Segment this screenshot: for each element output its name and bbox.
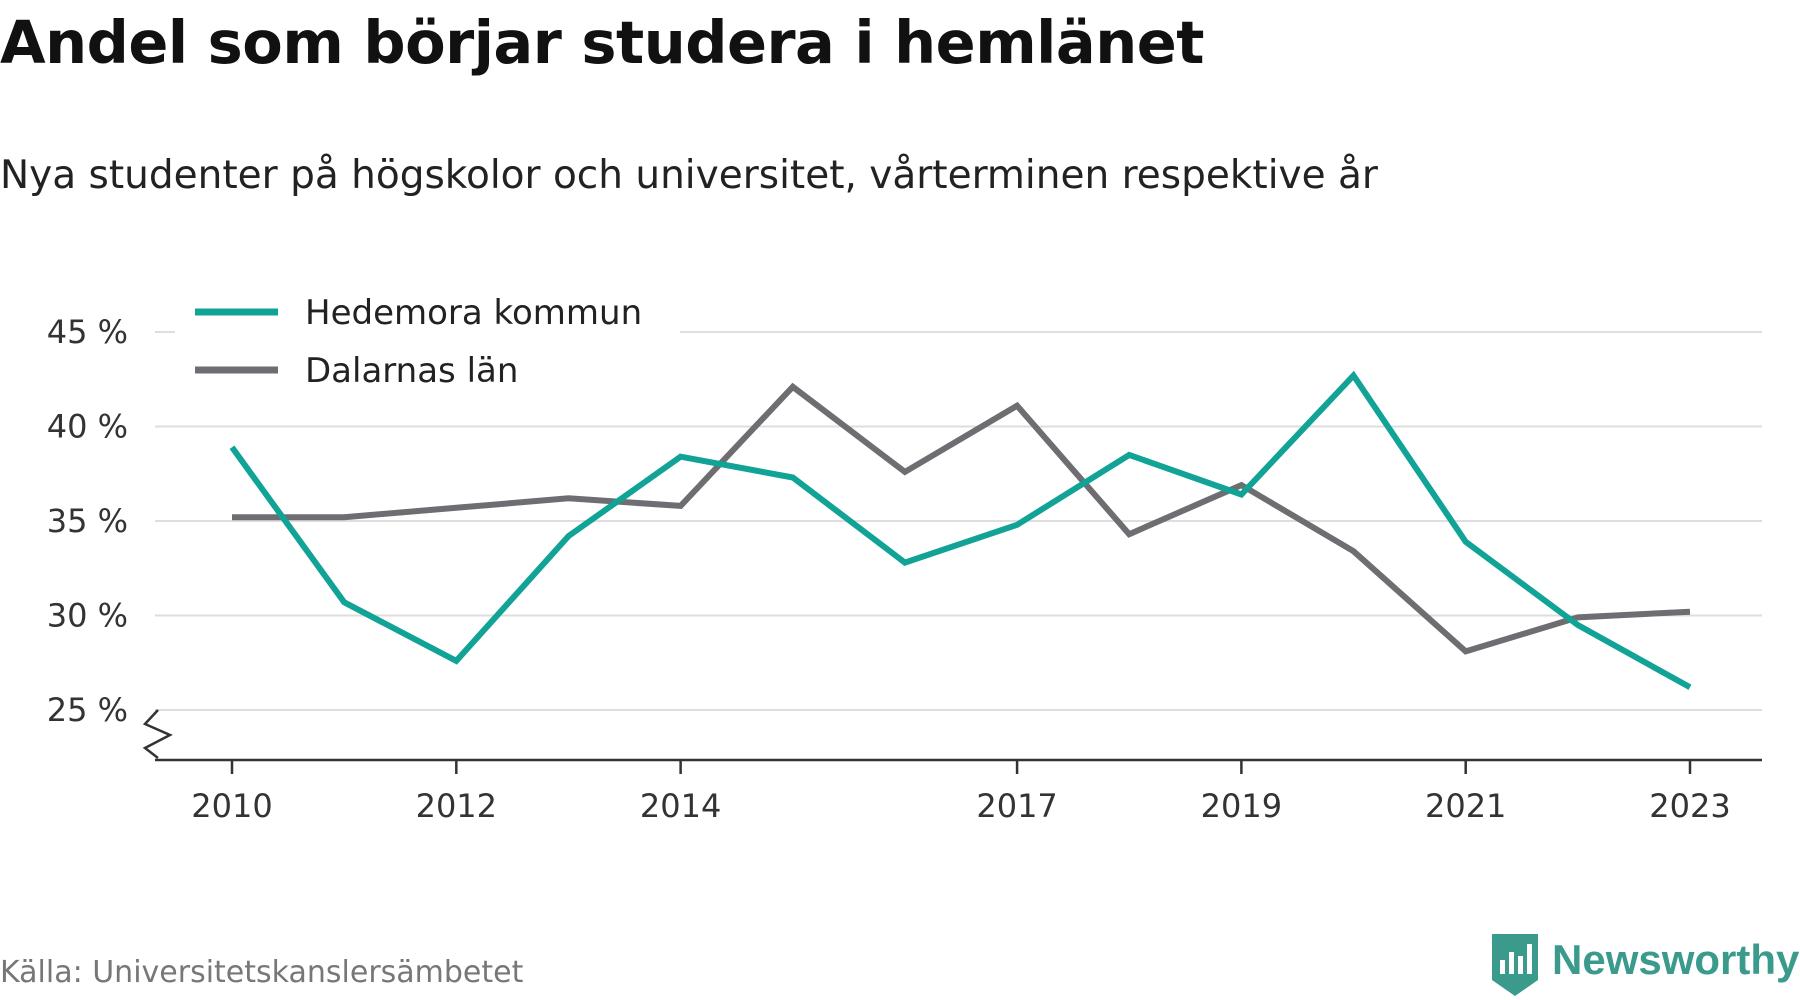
x-tick-label: 2019 xyxy=(1201,787,1282,825)
y-tick-label: 40 % xyxy=(47,408,128,446)
x-axis-tick-labels: 2010 2012 2014 2017 2019 2021 2023 xyxy=(191,760,1731,825)
x-tick-label: 2017 xyxy=(976,787,1057,825)
source-note: Källa: Universitetskanslersämbetet xyxy=(0,955,524,990)
brand-logo: Newsworthy xyxy=(1490,932,1800,1000)
x-tick-label: 2021 xyxy=(1425,787,1506,825)
legend: Hedemora kommun Dalarnas län xyxy=(175,280,680,392)
chart-subtitle: Nya studenter på högskolor och universit… xyxy=(0,153,1378,198)
axis-break-icon xyxy=(142,709,173,759)
legend-label: Dalarnas län xyxy=(305,351,518,391)
bar-chart-icon xyxy=(1492,934,1538,996)
brand-name: Newsworthy xyxy=(1552,936,1800,983)
x-tick-label: 2023 xyxy=(1649,787,1730,825)
y-tick-label: 45 % xyxy=(47,313,128,351)
x-axis xyxy=(142,709,1762,762)
chart-title: Andel som börjar studera i hemlänet xyxy=(0,8,1204,77)
line-chart: 25 %30 %35 %40 %45 % 2010 2012 2014 2017 201… xyxy=(46,280,1762,825)
legend-label: Hedemora kommun xyxy=(305,293,642,333)
y-tick-label: 35 % xyxy=(47,502,128,540)
x-tick-label: 2012 xyxy=(416,787,497,825)
series-line xyxy=(232,382,1691,655)
series-line xyxy=(229,370,1692,690)
y-tick-label: 25 % xyxy=(47,691,128,729)
x-tick-label: 2014 xyxy=(640,787,721,825)
x-tick-label: 2010 xyxy=(191,787,272,825)
series-lines xyxy=(229,370,1692,690)
y-tick-label: 30 % xyxy=(47,597,128,635)
y-axis-tick-labels: 25 % 30 % 35 % 40 % 45 % xyxy=(47,313,128,729)
